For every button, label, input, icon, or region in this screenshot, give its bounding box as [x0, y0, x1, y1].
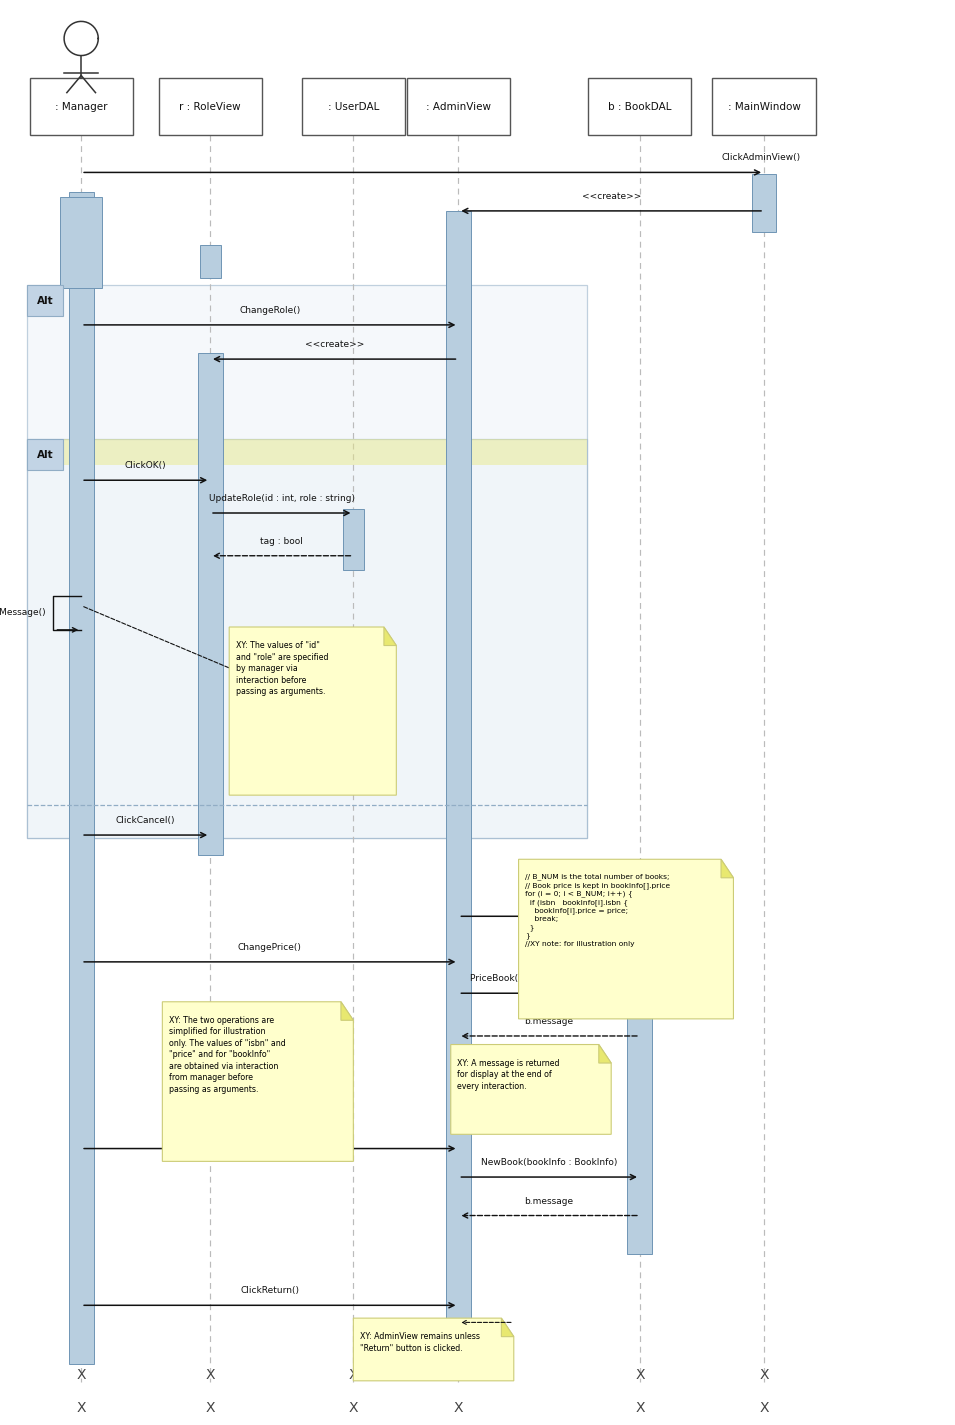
Text: ChangeRole(): ChangeRole(): [239, 306, 301, 315]
FancyBboxPatch shape: [159, 78, 262, 135]
Text: X: X: [454, 1368, 463, 1382]
Text: ChangePrice(): ChangePrice(): [238, 943, 302, 952]
Text: b.message: b.message: [524, 1017, 574, 1026]
FancyBboxPatch shape: [27, 285, 587, 838]
Text: XY: The two operations are
simplified for illustration
only. The values of "isbn: XY: The two operations are simplified fo…: [169, 1016, 286, 1094]
Text: tag : bool: tag : bool: [261, 537, 303, 546]
Text: <<create>>: <<create>>: [582, 192, 641, 201]
Text: XY: The values of "id"
and "role" are specified
by manager via
interaction befor: XY: The values of "id" and "role" are sp…: [236, 641, 329, 695]
FancyBboxPatch shape: [712, 78, 816, 135]
Polygon shape: [721, 859, 733, 878]
Text: X: X: [635, 1401, 645, 1415]
Polygon shape: [599, 1045, 611, 1063]
Polygon shape: [384, 627, 396, 646]
Text: ClickCancel(): ClickCancel(): [116, 817, 176, 825]
FancyBboxPatch shape: [198, 353, 223, 855]
Polygon shape: [229, 627, 396, 795]
Text: X: X: [349, 1401, 358, 1415]
Text: b.message: b.message: [524, 898, 574, 906]
Text: X: X: [635, 1368, 645, 1382]
Polygon shape: [519, 859, 733, 1019]
FancyBboxPatch shape: [69, 192, 94, 1364]
Text: X: X: [205, 1368, 215, 1382]
Text: // B_NUM is the total number of books;
// Book price is kept in bookInfo[].price: // B_NUM is the total number of books; /…: [525, 874, 670, 946]
Text: ClickAdminView(): ClickAdminView(): [721, 154, 800, 162]
Text: X: X: [454, 1401, 463, 1415]
FancyBboxPatch shape: [588, 78, 691, 135]
Text: r : RoleView: r : RoleView: [180, 101, 241, 113]
FancyBboxPatch shape: [407, 78, 510, 135]
Text: b.message: b.message: [524, 1197, 574, 1206]
Text: Alt: Alt: [36, 295, 53, 306]
Text: : Manager: : Manager: [55, 101, 107, 113]
Text: XY: AdminView remains unless
"Return" button is clicked.: XY: AdminView remains unless "Return" bu…: [360, 1332, 480, 1352]
FancyBboxPatch shape: [27, 439, 63, 470]
Text: PriceBook(isbn : int, price : double): PriceBook(isbn : int, price : double): [470, 975, 628, 983]
FancyBboxPatch shape: [627, 916, 652, 1254]
Text: b : BookDAL: b : BookDAL: [608, 101, 671, 113]
Text: XY: A message is returned
for display at the end of
every interaction.: XY: A message is returned for display at…: [457, 1059, 560, 1090]
FancyBboxPatch shape: [27, 439, 587, 465]
Text: X: X: [759, 1368, 769, 1382]
Text: X: X: [205, 1401, 215, 1415]
Text: ClickOK(): ClickOK(): [125, 462, 166, 470]
Text: : MainWindow: : MainWindow: [728, 101, 800, 113]
Polygon shape: [162, 1002, 353, 1161]
FancyBboxPatch shape: [302, 78, 405, 135]
Text: : UserDAL: : UserDAL: [328, 101, 379, 113]
Text: NewBook(bookInfo : BookInfo): NewBook(bookInfo : BookInfo): [481, 1159, 617, 1167]
FancyBboxPatch shape: [27, 285, 63, 316]
Text: : AdminView: : AdminView: [426, 101, 491, 113]
Text: CreateMessage(): CreateMessage(): [0, 608, 46, 617]
Text: X: X: [349, 1368, 358, 1382]
FancyBboxPatch shape: [200, 245, 221, 278]
Polygon shape: [341, 1002, 353, 1020]
Text: UpdateRole(id : int, role : string): UpdateRole(id : int, role : string): [209, 494, 354, 503]
FancyBboxPatch shape: [343, 509, 364, 570]
Polygon shape: [501, 1318, 514, 1337]
Text: X: X: [76, 1368, 86, 1382]
Text: X: X: [76, 1401, 86, 1415]
FancyBboxPatch shape: [60, 197, 102, 288]
Text: ClickReturn(): ClickReturn(): [241, 1287, 299, 1295]
Polygon shape: [451, 1045, 611, 1134]
Text: AddBook(): AddBook(): [246, 1130, 293, 1139]
Polygon shape: [353, 1318, 514, 1381]
Text: Alt: Alt: [36, 449, 53, 460]
FancyBboxPatch shape: [752, 174, 776, 232]
Text: <<create>>: <<create>>: [305, 341, 364, 349]
FancyBboxPatch shape: [27, 439, 587, 838]
FancyBboxPatch shape: [446, 211, 471, 1365]
FancyBboxPatch shape: [30, 78, 133, 135]
Text: X: X: [759, 1401, 769, 1415]
